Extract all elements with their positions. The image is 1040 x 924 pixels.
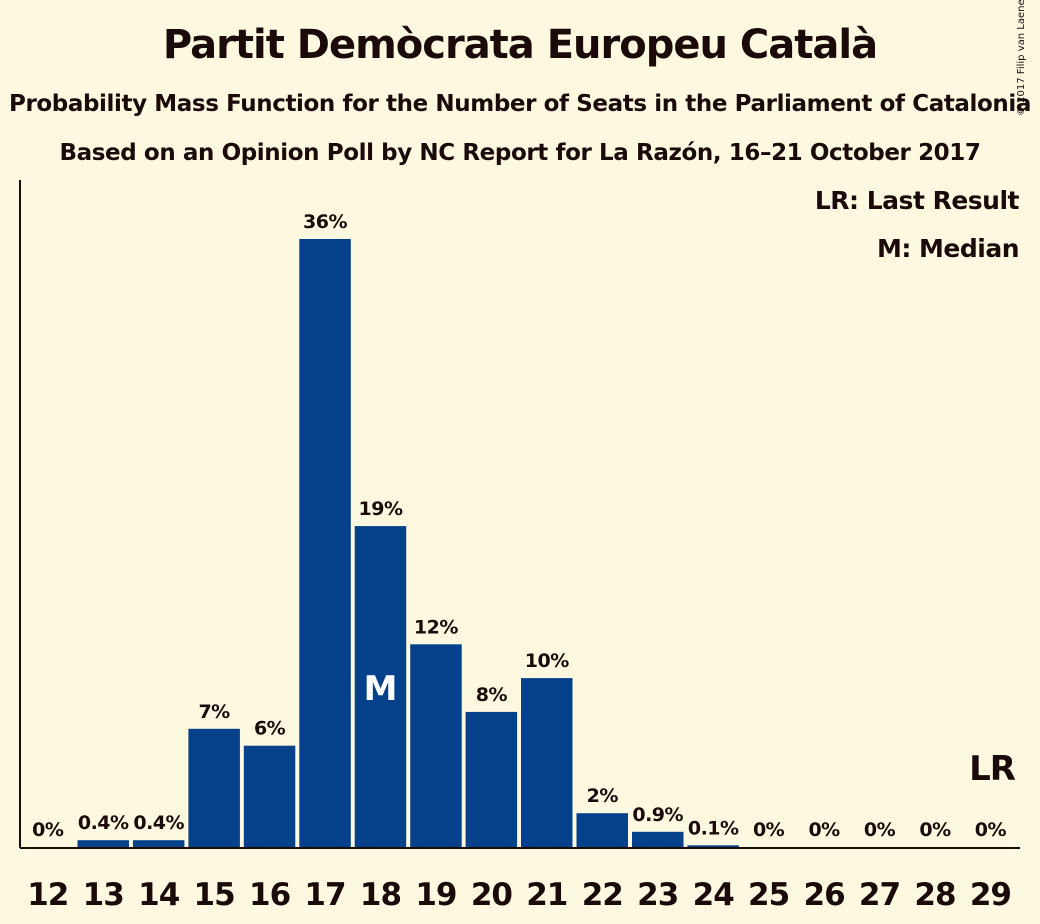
data-label-20: 8%	[476, 684, 508, 706]
data-label-23: 0.9%	[632, 804, 683, 826]
bar-21	[521, 678, 573, 847]
bar-22	[576, 813, 628, 847]
data-label-19: 12%	[414, 616, 458, 638]
x-tick-label-18: 18	[360, 877, 401, 913]
chart-title: Partit Demòcrata Europeu Català	[162, 22, 878, 68]
chart-source-subtitle: Based on an Opinion Poll by NC Report fo…	[59, 140, 981, 166]
x-tick-label-29: 29	[970, 877, 1011, 913]
x-tick-label-17: 17	[304, 877, 345, 913]
x-tick-label-26: 26	[804, 877, 845, 913]
bar-14	[132, 840, 185, 847]
last-result-marker: LR	[969, 749, 1016, 789]
bar-23	[632, 831, 684, 847]
bar-18	[354, 526, 407, 847]
bar-20	[465, 711, 518, 847]
bar-15	[188, 728, 240, 847]
data-label-13: 0.4%	[78, 812, 129, 834]
bar-19	[410, 644, 462, 847]
data-label-26: 0%	[808, 819, 840, 841]
bar-13	[77, 840, 129, 847]
data-label-15: 7%	[198, 701, 230, 723]
data-label-24: 0.1%	[688, 817, 739, 839]
legend-entry-1: LR: Last Result	[815, 186, 1020, 215]
data-label-22: 2%	[587, 785, 619, 807]
data-label-16: 6%	[254, 718, 286, 740]
x-tick-label-25: 25	[748, 877, 789, 913]
legend-entry-2: M: Median	[877, 234, 1019, 263]
x-tick-label-24: 24	[693, 877, 735, 913]
bar-16	[243, 745, 296, 847]
x-tick-label-15: 15	[194, 877, 235, 913]
data-label-14: 0.4%	[133, 812, 184, 834]
data-label-12: 0%	[32, 819, 64, 841]
x-tick-label-27: 27	[859, 877, 900, 913]
data-label-29: 0%	[975, 819, 1007, 841]
x-tick-label-28: 28	[914, 877, 955, 913]
data-label-28: 0%	[919, 819, 951, 841]
data-label-27: 0%	[864, 819, 896, 841]
x-tick-label-12: 12	[27, 877, 68, 913]
x-tick-label-22: 22	[582, 877, 623, 913]
bar-17	[299, 239, 351, 847]
x-tick-label-14: 14	[138, 877, 180, 913]
x-tick-label-19: 19	[415, 877, 456, 913]
chart-subtitle: Probability Mass Function for the Number…	[9, 91, 1031, 117]
x-tick-label-23: 23	[637, 877, 678, 913]
data-label-21: 10%	[525, 650, 569, 672]
x-tick-label-20: 20	[471, 877, 513, 913]
data-label-25: 0%	[753, 819, 785, 841]
x-tick-label-16: 16	[249, 877, 290, 913]
data-label-18: 19%	[359, 498, 403, 520]
median-marker: M	[364, 669, 398, 709]
x-tick-label-21: 21	[526, 877, 567, 913]
x-tick-label-13: 13	[83, 877, 124, 913]
bar-24	[687, 845, 739, 847]
data-label-17: 36%	[303, 211, 347, 233]
